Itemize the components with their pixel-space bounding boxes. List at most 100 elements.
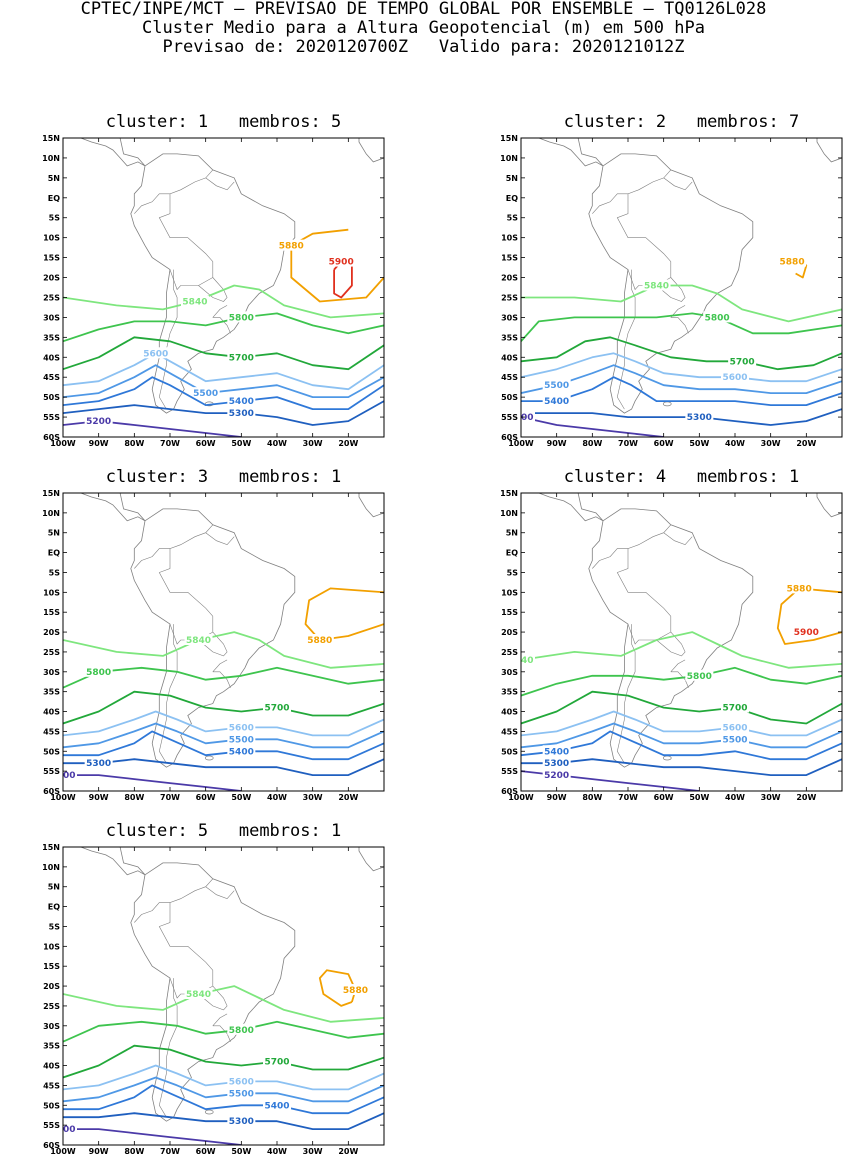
lon-tick-label: 50W xyxy=(231,1147,251,1156)
contour-label-bg xyxy=(542,769,571,781)
lat-tick-label: 35S xyxy=(501,688,518,697)
lon-tick-label: 30W xyxy=(303,793,323,802)
lat-tick-label: 50S xyxy=(43,393,60,402)
lon-tick-label: 100W xyxy=(50,439,76,448)
lat-tick-label: 50S xyxy=(501,747,518,756)
lon-tick-label: 90W xyxy=(547,439,567,448)
falklands-outline xyxy=(662,755,672,761)
lat-tick-label: 55S xyxy=(43,1121,60,1130)
lon-tick-label: 30W xyxy=(761,439,781,448)
africa-outline xyxy=(358,138,384,163)
contour-5700 xyxy=(521,336,842,371)
lat-tick-label: 40S xyxy=(501,708,518,717)
contour-5840 xyxy=(521,284,842,323)
lat-tick-label: 5S xyxy=(49,922,61,931)
lat-tick-label: 25S xyxy=(501,648,518,657)
contour-5300 xyxy=(63,400,384,426)
contour-label-5700: 5700 xyxy=(730,357,755,367)
contour-label-bg xyxy=(721,371,749,383)
contour-label-bg xyxy=(642,279,671,291)
lon-tick-label: 80W xyxy=(124,439,144,448)
lat-tick-label: 25S xyxy=(43,648,60,657)
contour-label-5500: 5500 xyxy=(193,389,218,399)
country-border xyxy=(212,305,228,318)
contour-5300 xyxy=(63,1112,384,1131)
lat-tick-label: 5N xyxy=(506,529,518,538)
header-line-1: CPTEC/INPE/MCT – PREVISAO DE TEMPO GLOBA… xyxy=(80,0,767,19)
lon-tick-label: 100W xyxy=(50,793,76,802)
contour-label-bg xyxy=(721,733,749,745)
contour-label-5400: 5400 xyxy=(544,397,569,407)
lat-tick-label: 45S xyxy=(43,727,60,736)
contour-label-5880: 5880 xyxy=(279,242,304,252)
lon-tick-label: 60W xyxy=(654,439,674,448)
country-border xyxy=(212,1025,231,1042)
contour-label-bg xyxy=(227,311,256,323)
lat-tick-label: 10N xyxy=(42,154,60,163)
lat-tick-label: 40S xyxy=(43,1062,60,1071)
panel-2-title: cluster: 2 membros: 7 xyxy=(563,112,800,132)
contour-label-bg xyxy=(263,1055,291,1067)
lat-tick-label: 45S xyxy=(43,373,60,382)
lat-tick-label: 30S xyxy=(43,1022,60,1031)
map-panel-cluster-1: 5880 5900 5840 5800 5700 5600 5500 5400 5300 5200… xyxy=(42,134,385,448)
contour-label-5800: 5800 xyxy=(687,672,712,682)
country-border xyxy=(158,978,178,1118)
lat-tick-label: 55S xyxy=(43,413,60,422)
contour-5700 xyxy=(521,690,842,725)
lon-tick-label: 60W xyxy=(654,793,674,802)
lat-tick-label: 50S xyxy=(501,393,518,402)
lat-tick-label: 15S xyxy=(43,962,60,971)
contour-label-5200: 5200 xyxy=(508,413,533,423)
lat-tick-label: 10N xyxy=(42,863,60,872)
contour-label-5400: 5400 xyxy=(264,1101,289,1111)
contour-label-bg xyxy=(191,387,220,399)
contour-label-5600: 5600 xyxy=(722,373,747,383)
lat-tick-label: 15N xyxy=(42,489,60,498)
contour-label-5880: 5880 xyxy=(780,258,805,268)
lon-tick-label: 100W xyxy=(508,793,534,802)
lat-tick-label: 5N xyxy=(48,883,60,892)
lat-tick-label: 5S xyxy=(507,214,519,223)
lat-tick-label: 15S xyxy=(501,254,518,263)
lat-tick-label: 55S xyxy=(501,767,518,776)
country-border xyxy=(663,177,693,191)
lat-tick-label: 45S xyxy=(501,373,518,382)
panel-5-title: cluster: 5 membros: 1 xyxy=(105,821,342,841)
contour-label-5900: 5900 xyxy=(329,258,354,268)
header-line-3: Previsao de: 2020120700Z Valido para: 20… xyxy=(162,37,685,57)
lon-tick-label: 90W xyxy=(89,1147,109,1156)
contour-label-bg xyxy=(542,757,571,769)
lat-tick-label: 10S xyxy=(43,942,60,951)
lon-tick-label: 60W xyxy=(196,1147,216,1156)
contour-label-5500: 5500 xyxy=(544,381,569,391)
lat-tick-label: 10S xyxy=(501,588,518,597)
central-america-outline xyxy=(63,138,146,167)
lon-tick-label: 50W xyxy=(231,439,251,448)
lat-tick-label: 35S xyxy=(43,333,60,342)
contour-label-5600: 5600 xyxy=(229,1077,254,1087)
lon-tick-label: 100W xyxy=(508,439,534,448)
contour-label-5840: 5840 xyxy=(182,297,207,307)
contour-label-bg xyxy=(703,311,732,323)
falklands-outline xyxy=(204,755,214,761)
contour-label-5700: 5700 xyxy=(264,704,289,714)
contour-label-5800: 5800 xyxy=(229,1026,254,1036)
central-america-outline xyxy=(63,847,146,876)
contour-5200 xyxy=(521,416,664,437)
lat-tick-label: 50S xyxy=(43,1101,60,1110)
contour-label-bg xyxy=(184,988,213,1000)
contour-5700 xyxy=(63,1044,384,1079)
contour-label-5500: 5500 xyxy=(229,1089,254,1099)
lat-tick-label: 35S xyxy=(43,1042,60,1051)
country-border xyxy=(134,902,170,923)
contour-label-5600: 5600 xyxy=(229,723,254,733)
lat-tick-label: 15S xyxy=(501,608,518,617)
lon-tick-label: 90W xyxy=(89,793,109,802)
lat-tick-label: 10N xyxy=(500,154,518,163)
contour-label-5840: 5840 xyxy=(186,990,211,1000)
contour-label-5800: 5800 xyxy=(229,313,254,323)
country-border xyxy=(592,548,628,569)
contour-label-5600: 5600 xyxy=(722,723,747,733)
